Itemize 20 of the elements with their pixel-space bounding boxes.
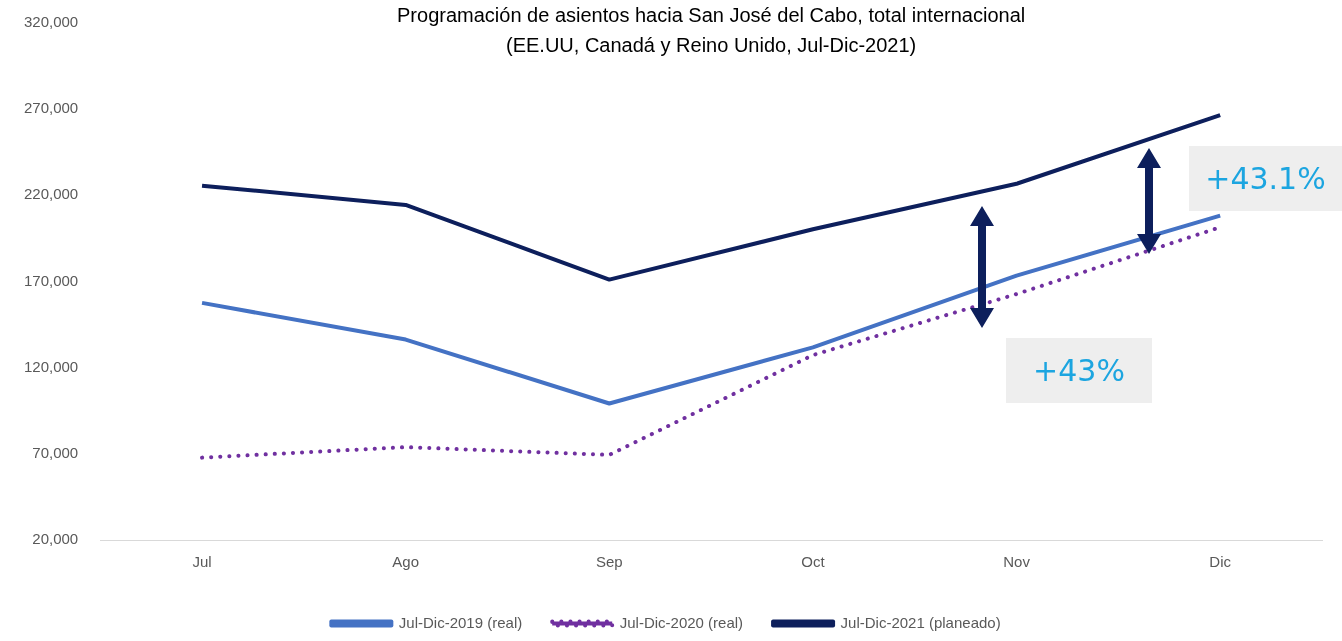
x-tick-label: Nov [1003,553,1031,571]
x-tick-label: Jul [192,553,212,571]
y-tick-label: 70,000 [32,443,79,461]
annotation: +43% [1006,338,1152,403]
y-tick-label: 270,000 [23,99,79,117]
annotation: +43.1% [1189,146,1342,211]
y-tick-label: 320,000 [23,13,79,31]
legend-label: Jul-Dic-2020 (real) [619,613,744,631]
x-tick-label: Sep [595,553,623,571]
x-tick-label: Oct [801,553,826,571]
legend-label: Jul-Dic-2019 (real) [398,613,523,631]
x-tick-label: Ago [392,553,420,571]
x-tick-label: Dic [1209,553,1232,571]
legend-label: Jul-Dic-2021 (planeado) [840,613,1001,631]
y-tick-label: 120,000 [23,357,79,375]
y-tick-label: 220,000 [23,185,79,203]
text: (EE.UU, Canadá y Reino Unido, Jul-Dic-2021) [506,33,917,56]
chart-title: Programación de asientos hacia San José del Cabo, total internacional [397,3,1026,26]
y-tick-label: 20,000 [32,530,79,548]
y-tick-label: 170,000 [23,271,79,289]
